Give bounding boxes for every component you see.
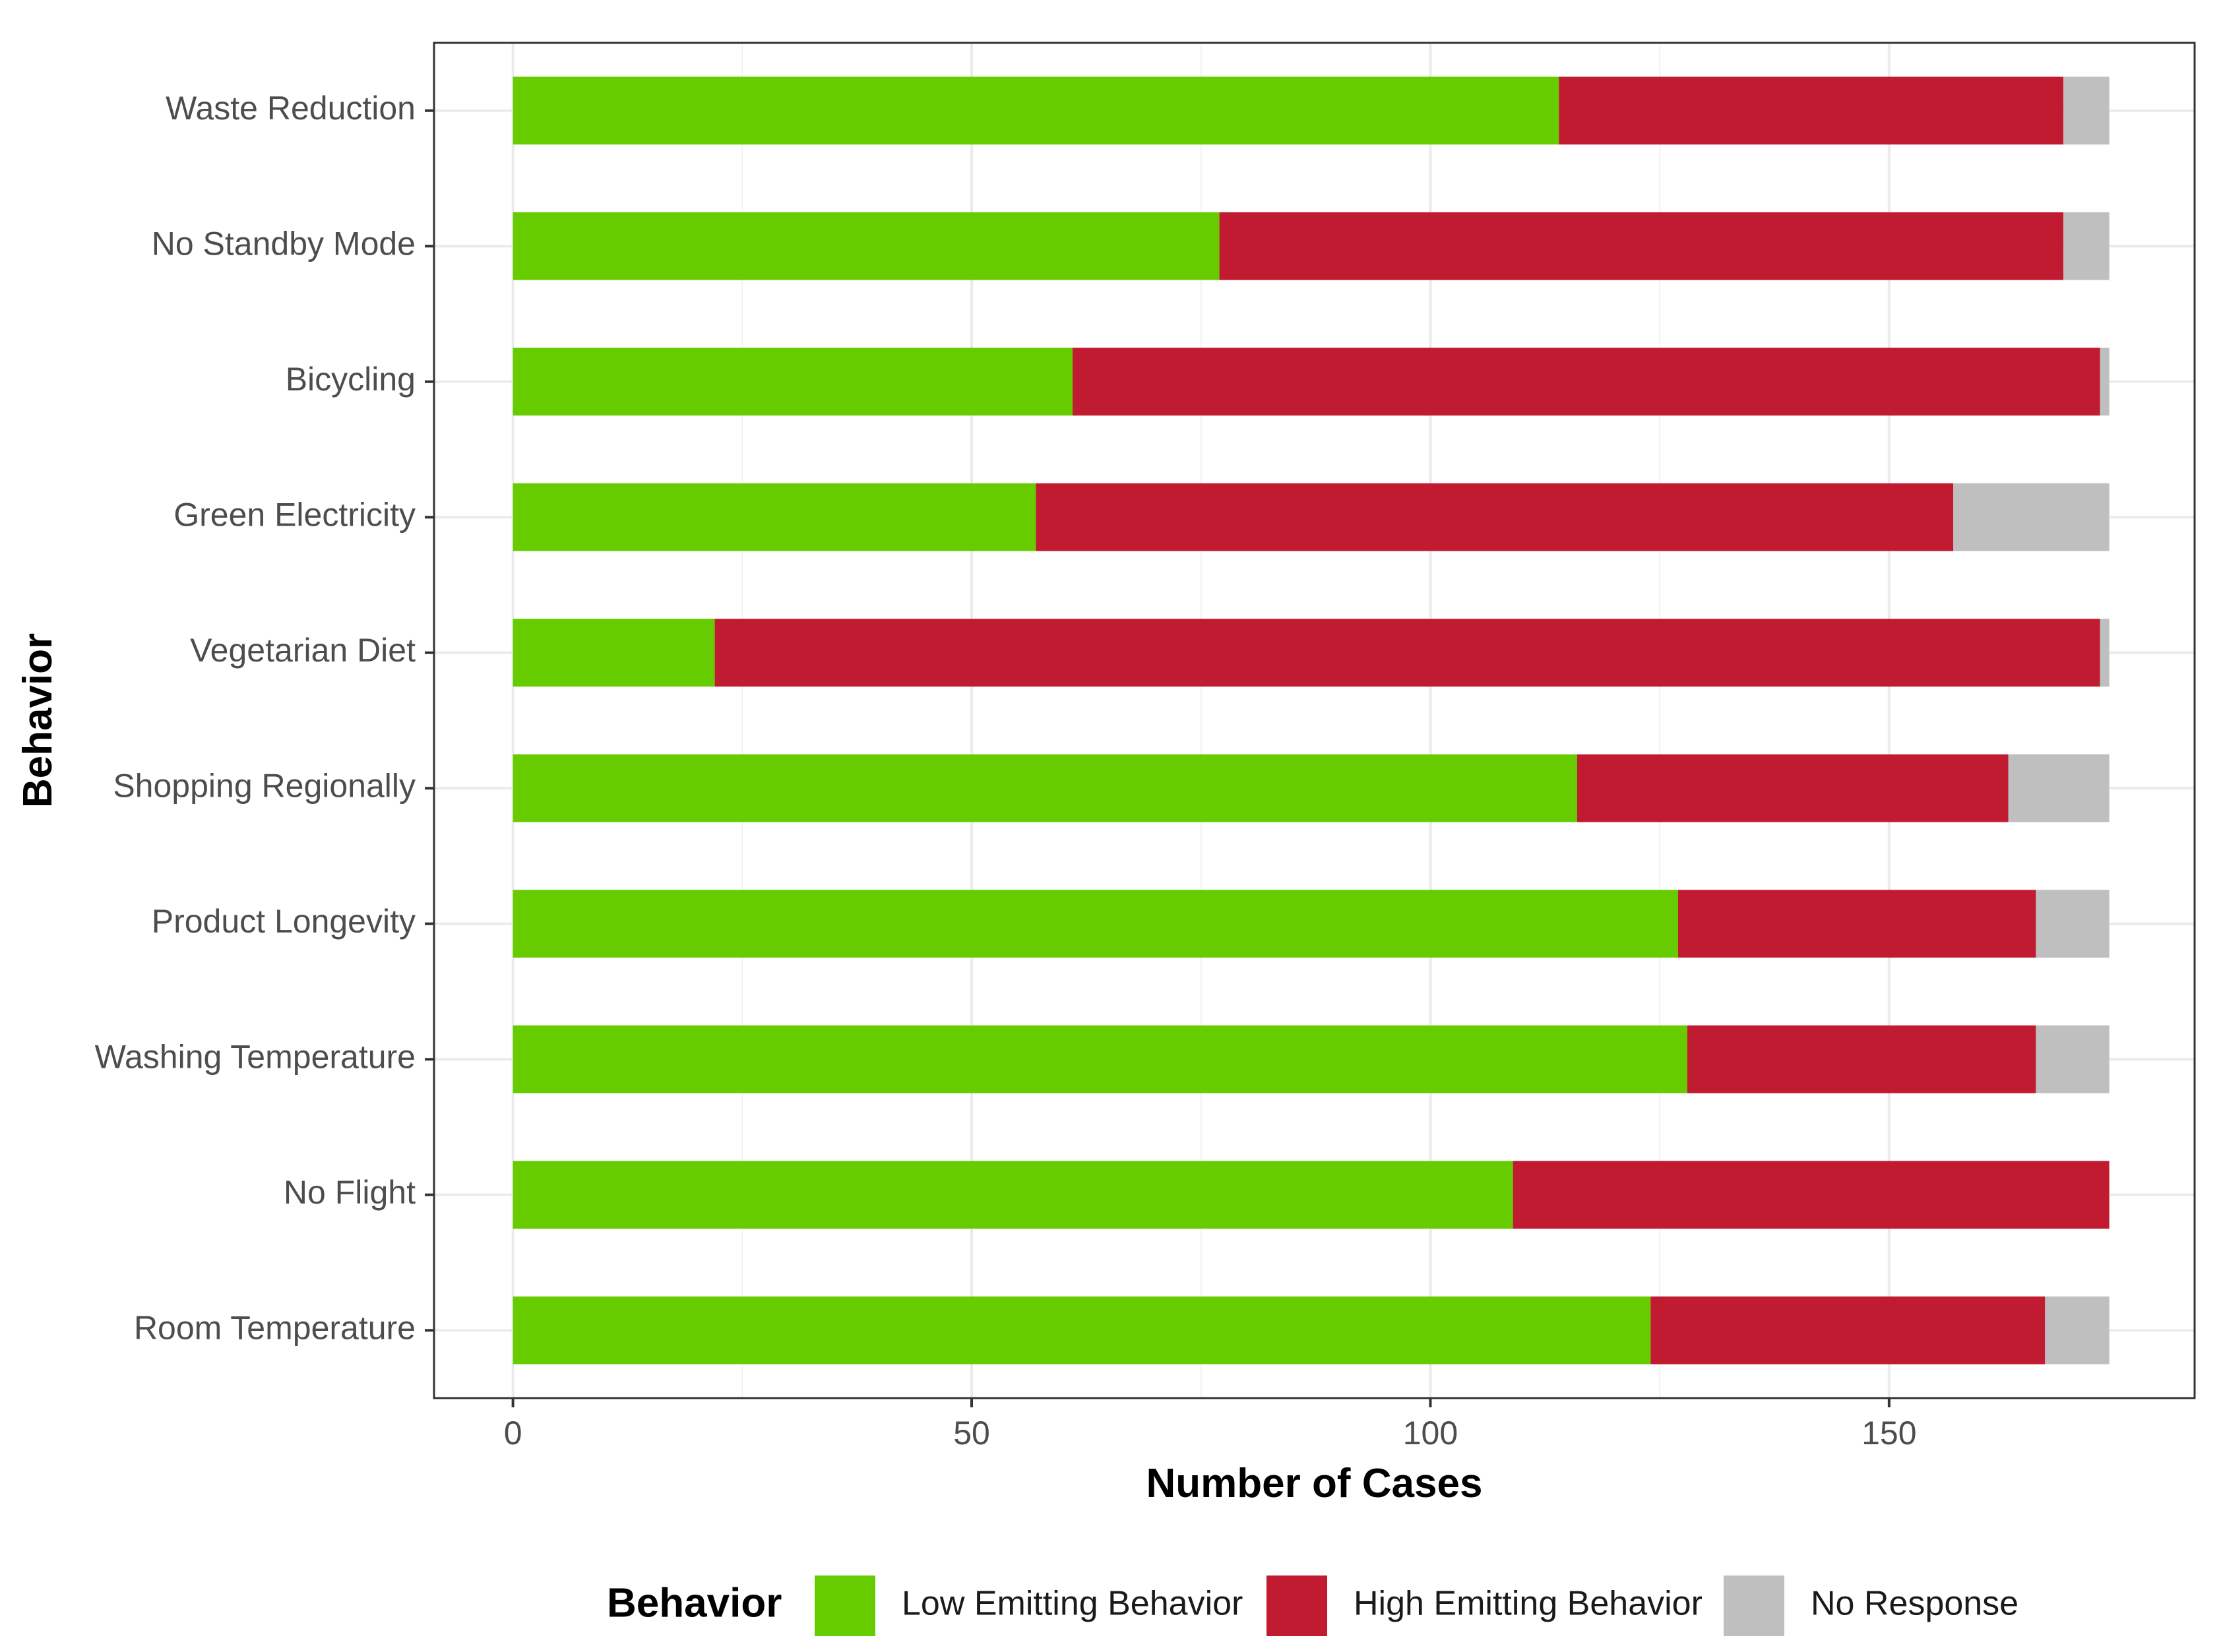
bar-low-emitting-behavior [513,76,1559,145]
bar-no-response [2063,212,2110,280]
bar-high-emitting-behavior [1677,890,2036,958]
bar-high-emitting-behavior [1650,1296,2046,1364]
y-tick-label: Product Longevity [152,903,416,940]
bar-no-response [2036,890,2110,958]
legend-label: High Emitting Behavior [1354,1585,1703,1623]
plot-panel-border [433,42,2196,1399]
bar-no-response [2036,1025,2110,1093]
bar-no-response [2100,348,2110,416]
x-tick-label: 0 [504,1415,522,1452]
legend-key-low-emitting-behavior [815,1576,875,1636]
bar-low-emitting-behavior [513,1161,1513,1229]
bar-low-emitting-behavior [513,890,1678,958]
x-axis-ticks: 0 50 100 150 [504,1398,1917,1452]
legend-key-high-emitting-behavior [1267,1576,1327,1636]
bar-no-response [2100,619,2110,687]
bar-high-emitting-behavior [1577,754,2009,822]
bar-low-emitting-behavior [513,619,715,687]
y-tick-label: Vegetarian Diet [190,632,416,669]
bar-high-emitting-behavior [1219,212,2064,280]
y-tick-label: Waste Reduction [166,90,416,127]
legend: Behavior Low Emitting Behavior High Emitt… [607,1576,2018,1636]
x-tick-label: 150 [1861,1415,1916,1452]
y-tick-label: Room Temperature [134,1309,416,1346]
bar-high-emitting-behavior [1036,483,1954,551]
x-tick-label: 50 [953,1415,990,1452]
y-tick-label: Shopping Regionally [113,767,416,804]
legend-title: Behavior [607,1580,782,1626]
legend-key-no-response [1724,1576,1784,1636]
bar-low-emitting-behavior [513,1025,1687,1093]
y-axis-ticks: Waste Reduction No Standby Mode Bicycling G… [95,90,434,1346]
bar-no-response [1953,483,2110,551]
y-tick-label: Green Electricity [173,496,416,533]
y-tick-label: Washing Temperature [95,1038,416,1075]
y-axis-title: Behavior [15,633,61,808]
bar-no-response [2008,754,2110,822]
bar-no-response [2045,1296,2110,1364]
bar-high-emitting-behavior [1559,76,2064,145]
bar-high-emitting-behavior [1687,1025,2036,1093]
bar-high-emitting-behavior [1513,1161,2110,1229]
bar-high-emitting-behavior [714,619,2100,687]
y-tick-label: No Standby Mode [152,225,416,262]
bar-low-emitting-behavior [513,1296,1651,1364]
x-tick-label: 100 [1403,1415,1458,1452]
y-tick-label: Bicycling [286,361,416,398]
bar-low-emitting-behavior [513,348,1073,416]
bars [513,76,2110,1364]
bar-low-emitting-behavior [513,754,1577,822]
bar-no-response [2063,76,2110,145]
legend-label: Low Emitting Behavior [902,1585,1243,1623]
x-axis-title: Number of Cases [1146,1461,1483,1506]
bar-low-emitting-behavior [513,483,1036,551]
bar-high-emitting-behavior [1073,348,2100,416]
y-tick-label: No Flight [284,1174,416,1211]
bar-low-emitting-behavior [513,212,1220,280]
legend-label: No Response [1811,1585,2018,1623]
